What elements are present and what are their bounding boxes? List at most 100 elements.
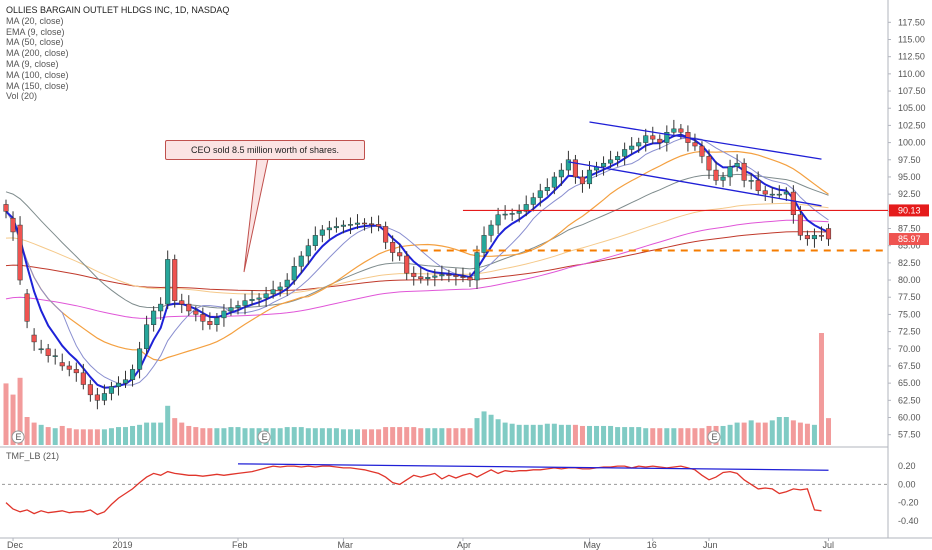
volume-bar — [115, 427, 121, 445]
price-tick-label: 102.50 — [898, 120, 926, 130]
volume-bar — [432, 428, 438, 445]
candle-body — [277, 286, 283, 290]
volume-bar — [165, 405, 171, 445]
volume-bar — [66, 428, 72, 445]
time-tick-label: Apr — [457, 540, 471, 550]
price-tick-label: 112.50 — [898, 52, 925, 62]
volume-bar — [551, 423, 557, 445]
indicator-legend: TMF_LB (21) — [6, 451, 60, 461]
volume-bar — [523, 424, 529, 445]
volume-bar — [762, 422, 768, 445]
volume-bar — [94, 429, 100, 445]
volume-bar — [586, 425, 592, 445]
candle-body — [692, 142, 698, 147]
ma-magenta-line — [5, 219, 829, 319]
resistance-price-tag-text: 90.13 — [898, 205, 921, 215]
candle-body — [678, 128, 684, 133]
time-tick-label: Jun — [703, 540, 718, 550]
price-tick-label: 115.00 — [898, 34, 925, 44]
volume-bar — [108, 428, 114, 445]
volume-bar — [326, 428, 332, 445]
volume-bar — [411, 427, 417, 445]
resistance-price-tag — [889, 204, 929, 217]
candle-body — [530, 197, 536, 205]
candle-body — [699, 145, 705, 157]
earnings-marker-icon — [707, 430, 721, 444]
candle-body — [3, 204, 9, 212]
last-price-tag — [889, 233, 929, 246]
callout-pointer — [243, 158, 269, 273]
candle-body — [818, 235, 825, 237]
volume-bar — [657, 428, 663, 445]
candle-body — [235, 305, 241, 308]
volume-bar — [221, 428, 227, 445]
candle-body — [650, 135, 656, 140]
legend-ma9: MA (9, close) — [6, 58, 59, 69]
time-tick-label: Jul — [823, 540, 835, 550]
candle-body — [214, 317, 220, 325]
candle-body — [460, 276, 466, 278]
volume-bar — [797, 422, 803, 445]
candle-body — [59, 362, 65, 367]
volume-bar — [734, 422, 740, 445]
volume-bar — [397, 427, 403, 445]
volume-bar — [137, 424, 143, 445]
lower-trendline — [568, 161, 822, 207]
chart-legend: OLLIES BARGAIN OUTLET HLDGS INC, 1D, NAS… — [6, 5, 229, 102]
volume-bar — [390, 427, 396, 445]
candle-body — [741, 162, 747, 181]
volume-bar — [200, 428, 206, 445]
candle-body — [516, 211, 522, 214]
volume-bars — [3, 333, 832, 445]
volume-bar — [228, 427, 234, 445]
legend-title: OLLIES BARGAIN OUTLET HLDGS INC, 1D, NAS… — [6, 5, 230, 15]
candle-body — [734, 162, 740, 167]
candle-body — [622, 149, 628, 157]
volume-bar — [59, 425, 65, 445]
volume-bar — [144, 422, 150, 445]
candle-body — [186, 303, 192, 312]
candle-body — [720, 176, 726, 181]
volume-bar — [615, 427, 621, 445]
candle-body — [101, 393, 107, 401]
volume-bar — [699, 428, 705, 445]
price-tick-label: 110.00 — [898, 69, 925, 79]
volume-bar — [460, 428, 466, 445]
price-tick-label: 87.50 — [898, 224, 921, 234]
annotation-callout[interactable]: CEO sold 8.5 million worth of shares. — [165, 140, 365, 160]
candle-body — [446, 274, 452, 276]
legend-ma150: MA (150, close) — [6, 80, 69, 91]
volume-bar — [579, 425, 585, 445]
volume-bar — [291, 427, 297, 445]
candle-body — [537, 190, 543, 198]
candle-body — [748, 180, 754, 182]
time-tick-label: 16 — [647, 540, 657, 550]
earnings-marker-icon — [11, 430, 25, 444]
volume-bar — [347, 429, 353, 445]
volume-bar — [242, 428, 248, 445]
volume-bar — [636, 427, 642, 445]
volume-bar — [509, 423, 515, 445]
volume-bar — [305, 428, 311, 445]
volume-bar — [24, 417, 30, 445]
time-tick-label: 2019 — [112, 540, 132, 550]
candle-body — [579, 176, 586, 185]
volume-bar — [17, 377, 23, 445]
price-tick-label: 80.00 — [898, 275, 921, 285]
candle-body — [347, 224, 354, 226]
volume-bar — [664, 428, 670, 445]
tmf-trendline — [237, 463, 829, 471]
legend-ma100: MA (100, close) — [6, 69, 69, 80]
candle-body — [615, 156, 621, 161]
volume-bar — [811, 424, 817, 445]
volume-bar — [748, 420, 754, 445]
volume-bar — [481, 411, 487, 445]
candle-body — [207, 321, 213, 325]
candle-body — [73, 369, 79, 374]
candle-body — [762, 190, 768, 195]
candle-body — [713, 169, 719, 181]
candle-body — [790, 191, 796, 216]
candlesticks — [3, 119, 832, 410]
tmf-tick-label: -0.20 — [898, 498, 919, 508]
